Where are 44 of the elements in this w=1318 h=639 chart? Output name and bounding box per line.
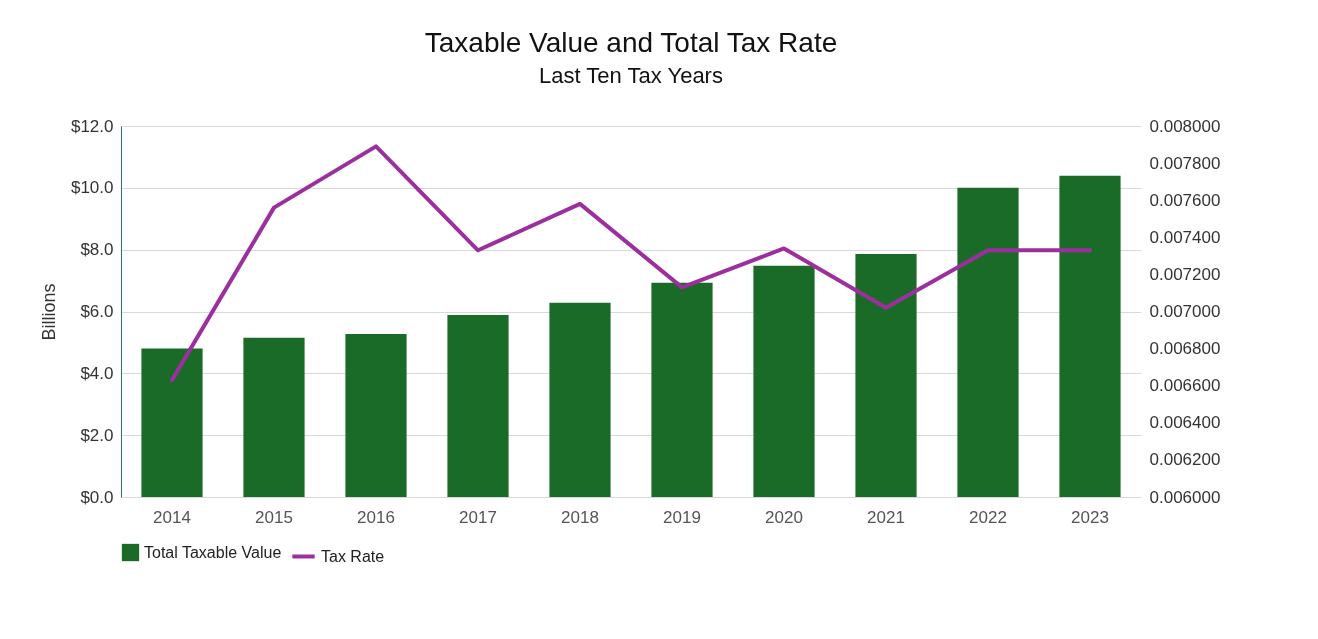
chart-subtitle: Last Ten Tax Years — [539, 63, 723, 88]
y2-tick-label: 0.007000 — [1149, 302, 1221, 321]
x-tick-label: 2017 — [459, 507, 497, 527]
y2-tick-label: 0.006200 — [1149, 450, 1221, 470]
legend-label: Tax Rate — [321, 547, 385, 565]
y-tick-label: $4.0 — [80, 363, 114, 383]
y-tick-label: $8.0 — [80, 240, 114, 260]
bar — [855, 254, 917, 497]
x-tick-label: 2021 — [867, 507, 905, 527]
y2-tick-label: 0.006400 — [1149, 413, 1221, 433]
y2-tick-label: 0.006000 — [1149, 487, 1221, 507]
bar — [447, 314, 509, 497]
y-axis-title: Billions — [38, 283, 59, 341]
y-tick-label: $2.0 — [80, 425, 114, 445]
legend-label: Total Taxable Value — [144, 543, 282, 561]
y2-tick-label: 0.006600 — [1149, 376, 1221, 396]
x-tick-label: 2016 — [357, 507, 395, 527]
x-tick-label: 2019 — [663, 507, 701, 527]
y2-tick-label: 0.007200 — [1149, 264, 1221, 284]
y-tick-label: $6.0 — [80, 302, 114, 321]
x-tick-label: 2018 — [561, 507, 599, 527]
bar — [753, 265, 815, 497]
line-series — [170, 144, 1092, 383]
y-tick-label: $10.0 — [70, 178, 114, 198]
x-tick-label: 2023 — [1071, 507, 1109, 527]
y2-tick-label: 0.008000 — [1149, 116, 1221, 136]
y-tick-label: $0.0 — [80, 487, 114, 507]
y-tick-label: $12.0 — [70, 116, 114, 136]
x-tick-label: 2015 — [255, 507, 293, 527]
bar — [957, 187, 1019, 497]
y2-tick-label: 0.007800 — [1149, 153, 1221, 173]
bar — [1059, 175, 1121, 497]
x-tick-label: 2022 — [969, 507, 1007, 527]
bar — [549, 302, 611, 497]
bar — [345, 334, 407, 497]
bar — [243, 337, 305, 497]
x-tick-label: 2020 — [765, 507, 803, 527]
x-tick-label: 2014 — [153, 507, 191, 527]
y2-tick-label: 0.007600 — [1149, 190, 1221, 210]
chart-title: Taxable Value and Total Tax Rate — [424, 27, 838, 58]
bar — [651, 282, 713, 497]
y2-tick-label: 0.006800 — [1149, 339, 1221, 359]
y2-tick-label: 0.007400 — [1149, 227, 1221, 247]
bar — [141, 348, 203, 497]
